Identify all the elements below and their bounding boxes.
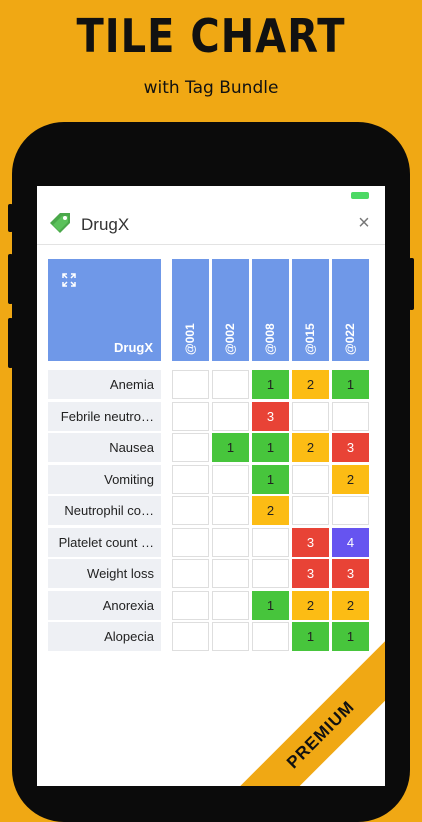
expand-icon[interactable]	[62, 273, 76, 287]
grade-tile[interactable]: 2	[332, 591, 369, 620]
row-label[interactable]: Alopecia	[48, 622, 161, 651]
phone-side-button	[8, 254, 13, 304]
grade-tile[interactable]: 2	[292, 370, 329, 399]
empty-tile[interactable]	[212, 496, 249, 525]
tag-icon	[50, 213, 70, 233]
battery-icon	[351, 192, 369, 199]
row-label[interactable]: Anemia	[48, 370, 161, 399]
grade-tile[interactable]: 1	[252, 465, 289, 494]
grade-tile[interactable]: 3	[252, 402, 289, 431]
empty-tile[interactable]	[172, 496, 209, 525]
grade-tile[interactable]: 1	[252, 433, 289, 462]
column-header[interactable]: @002	[212, 259, 249, 361]
grade-tile[interactable]: 1	[252, 591, 289, 620]
empty-tile[interactable]	[252, 559, 289, 588]
tile-chart: DrugX @001 @002 @008 @015 @022 Anemia 1 2 1 Febri…	[37, 186, 385, 786]
column-header-label: @008	[262, 323, 277, 355]
empty-tile[interactable]	[332, 402, 369, 431]
empty-tile[interactable]	[212, 528, 249, 557]
row-label[interactable]: Febrile neutro…	[48, 402, 161, 431]
column-header-label: @015	[302, 323, 317, 355]
column-header[interactable]: @015	[292, 259, 329, 361]
grade-tile[interactable]: 1	[332, 370, 369, 399]
row-label[interactable]: Nausea	[48, 433, 161, 462]
empty-tile[interactable]	[172, 465, 209, 494]
phone-side-button	[8, 318, 13, 368]
promo-title: TILE CHART	[76, 10, 346, 64]
empty-tile[interactable]	[172, 433, 209, 462]
column-header[interactable]: @022	[332, 259, 369, 361]
nav-title: DrugX	[81, 215, 130, 234]
empty-tile[interactable]	[212, 559, 249, 588]
empty-tile[interactable]	[212, 591, 249, 620]
column-header[interactable]: @008	[252, 259, 289, 361]
promo-subtitle: with Tag Bundle	[143, 78, 279, 98]
row-label[interactable]: Vomiting	[48, 465, 161, 494]
empty-tile[interactable]	[292, 402, 329, 431]
empty-tile[interactable]	[292, 465, 329, 494]
grade-tile[interactable]: 2	[332, 465, 369, 494]
row-label[interactable]: Neutrophil co…	[48, 496, 161, 525]
grade-tile[interactable]: 3	[332, 559, 369, 588]
empty-tile[interactable]	[212, 465, 249, 494]
empty-tile[interactable]	[252, 528, 289, 557]
grade-tile[interactable]: 1	[332, 622, 369, 651]
empty-tile[interactable]	[172, 370, 209, 399]
column-header-label: @022	[342, 323, 357, 355]
row-label[interactable]: Weight loss	[48, 559, 161, 588]
empty-tile[interactable]	[172, 528, 209, 557]
column-header[interactable]: @001	[172, 259, 209, 361]
grade-tile[interactable]: 3	[292, 559, 329, 588]
phone-side-button	[409, 258, 414, 310]
grade-tile[interactable]: 3	[332, 433, 369, 462]
grade-tile[interactable]: 3	[292, 528, 329, 557]
grade-tile[interactable]: 4	[332, 528, 369, 557]
row-label[interactable]: Platelet count …	[48, 528, 161, 557]
empty-tile[interactable]	[172, 559, 209, 588]
empty-tile[interactable]	[172, 622, 209, 651]
column-header-label: @002	[222, 323, 237, 355]
empty-tile[interactable]	[292, 496, 329, 525]
empty-tile[interactable]	[172, 591, 209, 620]
empty-tile[interactable]	[252, 622, 289, 651]
phone-side-button	[8, 204, 13, 232]
column-header-label: @001	[182, 323, 197, 355]
empty-tile[interactable]	[172, 402, 209, 431]
chart-corner-tile[interactable]: DrugX	[48, 259, 161, 361]
grade-tile[interactable]: 1	[212, 433, 249, 462]
chart-title: DrugX	[114, 340, 153, 355]
empty-tile[interactable]	[212, 370, 249, 399]
app-screen: DrugX × DrugX @001 @002 @008 @015 @022 Anemia…	[37, 186, 385, 786]
grade-tile[interactable]: 2	[252, 496, 289, 525]
grade-tile[interactable]: 1	[292, 622, 329, 651]
grade-tile[interactable]: 1	[252, 370, 289, 399]
empty-tile[interactable]	[212, 402, 249, 431]
status-bar	[37, 186, 385, 208]
empty-tile[interactable]	[212, 622, 249, 651]
nav-bar: DrugX ×	[37, 208, 385, 245]
grade-tile[interactable]: 2	[292, 591, 329, 620]
empty-tile[interactable]	[332, 496, 369, 525]
close-icon[interactable]: ×	[358, 212, 370, 234]
row-label[interactable]: Anorexia	[48, 591, 161, 620]
grade-tile[interactable]: 2	[292, 433, 329, 462]
